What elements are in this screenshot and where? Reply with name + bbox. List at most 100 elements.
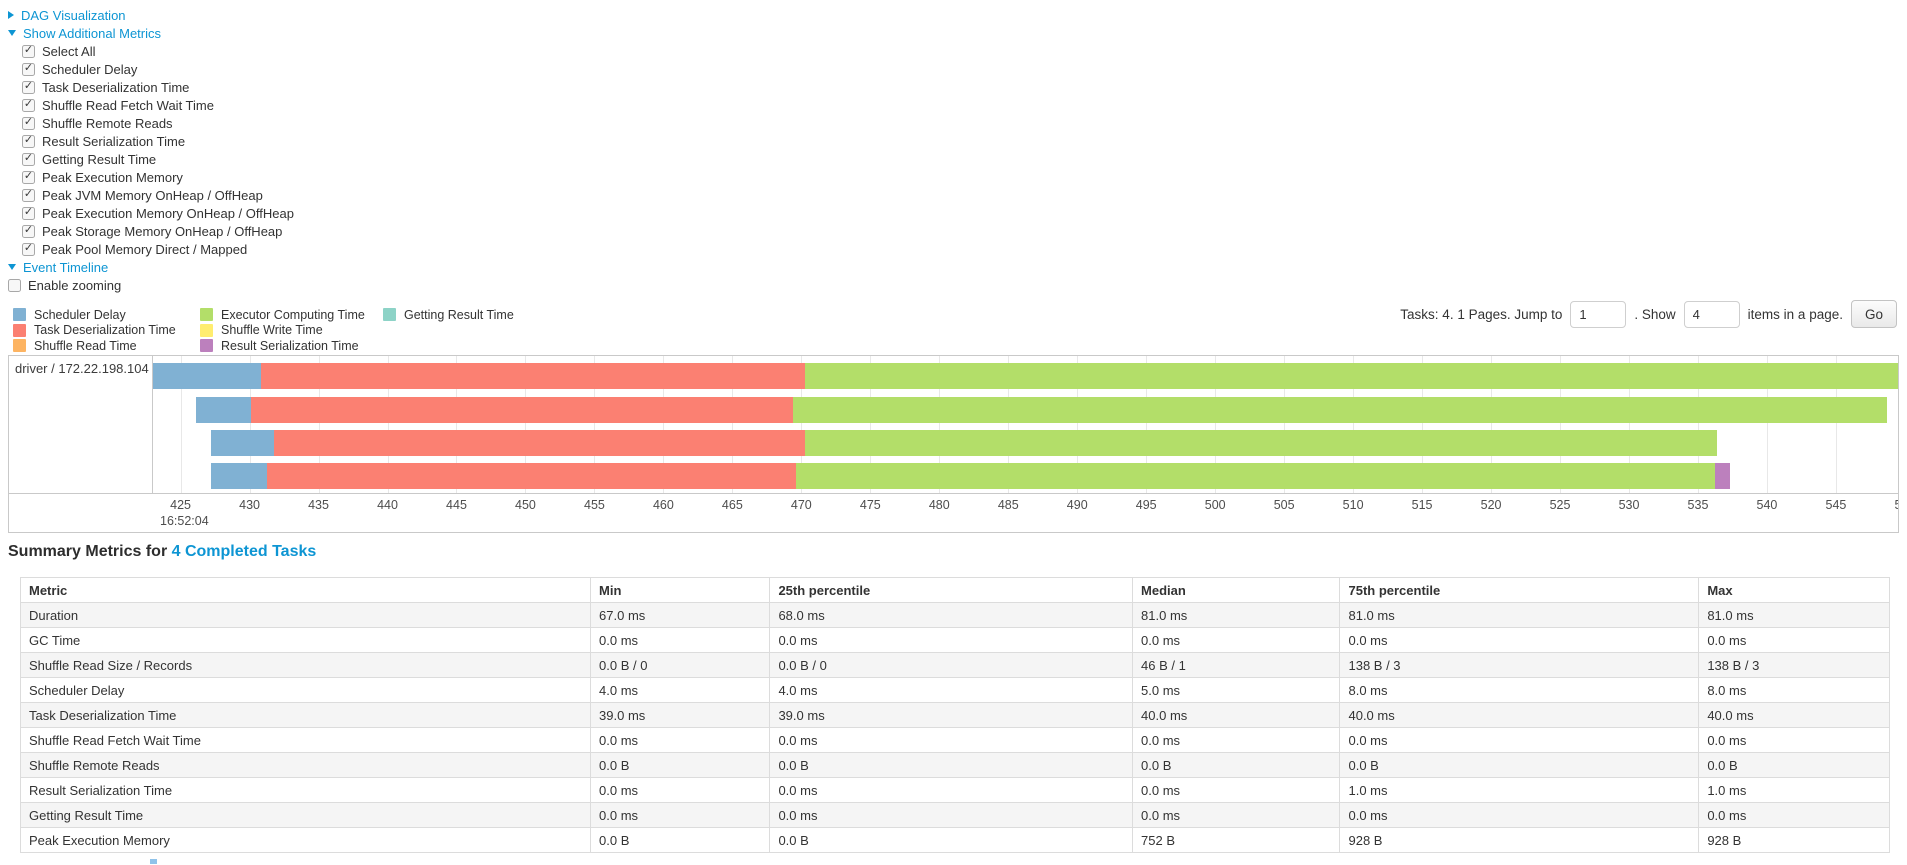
metric-checkbox-label: Getting Result Time (42, 151, 157, 167)
jump-to-page-input[interactable] (1570, 300, 1627, 328)
axis-gridline (456, 356, 458, 494)
task-deserialization-segment[interactable] (250, 397, 794, 423)
axis-tick-label: 445 (446, 498, 467, 512)
axis-gridline (1766, 356, 1768, 494)
metric-value-cell: 8.0 ms (1339, 677, 1700, 703)
event-timeline-link[interactable]: Event Timeline (23, 259, 109, 275)
metric-checkbox[interactable] (22, 62, 35, 76)
axis-tick-label: 430 (239, 498, 260, 512)
axis-gridline (1835, 356, 1837, 494)
shuffle-read-swatch-icon (13, 339, 26, 353)
column-header-metric[interactable]: Metric (19, 577, 592, 603)
axis-tick-label: 525 (1549, 498, 1571, 512)
legend-label: Task Deserialization Time (34, 323, 176, 338)
timeline-time-axis: 16:52:04 425 430 435 440 445 450 455 460 465 470 4… (9, 493, 1898, 532)
metric-checkbox[interactable] (22, 188, 35, 202)
dag-visualization-link[interactable]: DAG Visualization (21, 7, 126, 23)
axis-tick-label: 495 (1135, 498, 1157, 512)
metric-checkbox[interactable] (22, 242, 35, 256)
metric-checkbox-label: Scheduler Delay (42, 61, 138, 77)
go-button[interactable]: Go (1850, 300, 1897, 328)
axis-gridline (1422, 356, 1424, 494)
axis-gridline (1560, 356, 1562, 494)
legend-label: Shuffle Read Time (34, 338, 137, 353)
metric-checkbox[interactable] (22, 206, 35, 220)
metric-checkbox-label: Select All (42, 43, 96, 59)
legend-label: Executor Computing Time (221, 307, 365, 322)
column-header-max[interactable]: Max (1698, 577, 1890, 603)
executor-computing-segment[interactable] (795, 463, 1715, 489)
metric-value-cell: 138 B / 3 (1339, 652, 1700, 678)
metric-value-cell: 0.0 ms (769, 627, 1134, 653)
task-deserialization-segment[interactable] (260, 363, 806, 389)
metric-name-cell: Peak Execution Memory (19, 827, 592, 853)
completed-tasks-link[interactable]: 4 Completed Tasks (171, 543, 317, 560)
metric-value-cell: 40.0 ms (1698, 702, 1890, 728)
result-serialization-segment[interactable] (1714, 463, 1730, 489)
metric-name-cell: Shuffle Remote Reads (19, 752, 592, 778)
column-header-median[interactable]: Median (1132, 577, 1341, 603)
executor-computing-segment[interactable] (805, 363, 1898, 389)
metric-name-cell: Task Deserialization Time (19, 702, 592, 728)
scheduler-delay-segment[interactable] (195, 397, 251, 423)
column-header-min[interactable]: Min (590, 577, 771, 603)
column-header-75th-percentile[interactable]: 75th percentile (1339, 577, 1700, 603)
axis-gridline (318, 356, 320, 494)
table-row: Peak Execution Memory 0.0 B 0.0 B 752 B 928 … (19, 827, 1890, 853)
axis-gridline (387, 356, 389, 494)
enable-zooming-checkbox[interactable] (8, 278, 21, 292)
enable-zooming-label: Enable zooming (28, 277, 122, 293)
metric-checkbox-label: Peak JVM Memory OnHeap / OffHeap (42, 187, 263, 203)
axis-gridline (1215, 356, 1217, 494)
metric-value-cell: 81.0 ms (1339, 602, 1700, 628)
axis-gridline (1008, 356, 1010, 494)
metric-checkbox[interactable] (22, 170, 35, 184)
metric-name-cell: Duration (19, 602, 592, 628)
page-size-input[interactable] (1683, 300, 1740, 328)
axis-gridline (732, 356, 734, 494)
metric-value-cell: 0.0 B (1132, 752, 1341, 778)
executor-computing-segment[interactable] (793, 397, 1887, 423)
axis-tick-label: 550 (1894, 498, 1898, 512)
timeline-axis-labels: 16:52:04 425 430 435 440 445 450 455 460 465 470 4… (153, 494, 1898, 532)
table-row: Result Serialization Time 0.0 ms 0.0 ms 0.0… (19, 777, 1890, 803)
metric-checkbox[interactable] (22, 134, 35, 148)
metric-name-cell: Getting Result Time (19, 802, 592, 828)
getting-result-swatch-icon (383, 308, 396, 322)
metric-checkbox[interactable] (22, 98, 35, 112)
scheduler-delay-segment[interactable] (210, 430, 275, 456)
metric-value-cell: 928 B (1698, 827, 1890, 853)
pagination-mid-text: . Show (1634, 306, 1676, 322)
metric-value-cell: 81.0 ms (1698, 602, 1890, 628)
metric-value-cell: 0.0 ms (1132, 777, 1341, 803)
dag-visualization-toggle[interactable]: DAG Visualization (8, 6, 294, 24)
executor-computing-segment[interactable] (805, 430, 1718, 456)
scheduler-delay-segment[interactable] (210, 463, 268, 489)
axis-gridline (1284, 356, 1286, 494)
task-deserialization-segment[interactable] (267, 463, 796, 489)
show-additional-metrics-link[interactable]: Show Additional Metrics (23, 25, 162, 41)
column-header-25th-percentile[interactable]: 25th percentile (769, 577, 1134, 603)
event-timeline-chart: driver / 172.22.198.104 16:52:04 425 430 4… (8, 355, 1899, 533)
metric-checkbox[interactable] (22, 116, 35, 130)
legend-column: Getting Result Time (383, 307, 514, 323)
legend-item: Scheduler Delay (13, 307, 176, 323)
metric-name-cell: Scheduler Delay (19, 677, 592, 703)
metric-checkbox[interactable] (22, 224, 35, 238)
event-timeline-toggle[interactable]: Event Timeline (8, 258, 294, 276)
task-pagination: Tasks: 4. 1 Pages. Jump to . Show items … (1400, 297, 1897, 331)
metric-name-cell: Result Serialization Time (19, 777, 592, 803)
table-row: Task Deserialization Time 39.0 ms 39.0 ms 4… (19, 702, 1890, 728)
metric-value-cell: 0.0 ms (1339, 727, 1700, 753)
axis-tick-label: 500 (1204, 498, 1226, 512)
axis-gridline (525, 356, 527, 494)
metric-checkbox[interactable] (22, 44, 35, 58)
show-additional-metrics-toggle[interactable]: Show Additional Metrics (8, 24, 294, 42)
metric-value-cell: 0.0 ms (590, 727, 771, 753)
scheduler-delay-segment[interactable] (153, 363, 261, 389)
task-deserialization-segment[interactable] (274, 430, 806, 456)
metric-checkbox[interactable] (22, 80, 35, 94)
metric-value-cell: 0.0 B (769, 752, 1134, 778)
axis-gridline (1491, 356, 1493, 494)
metric-checkbox[interactable] (22, 152, 35, 166)
